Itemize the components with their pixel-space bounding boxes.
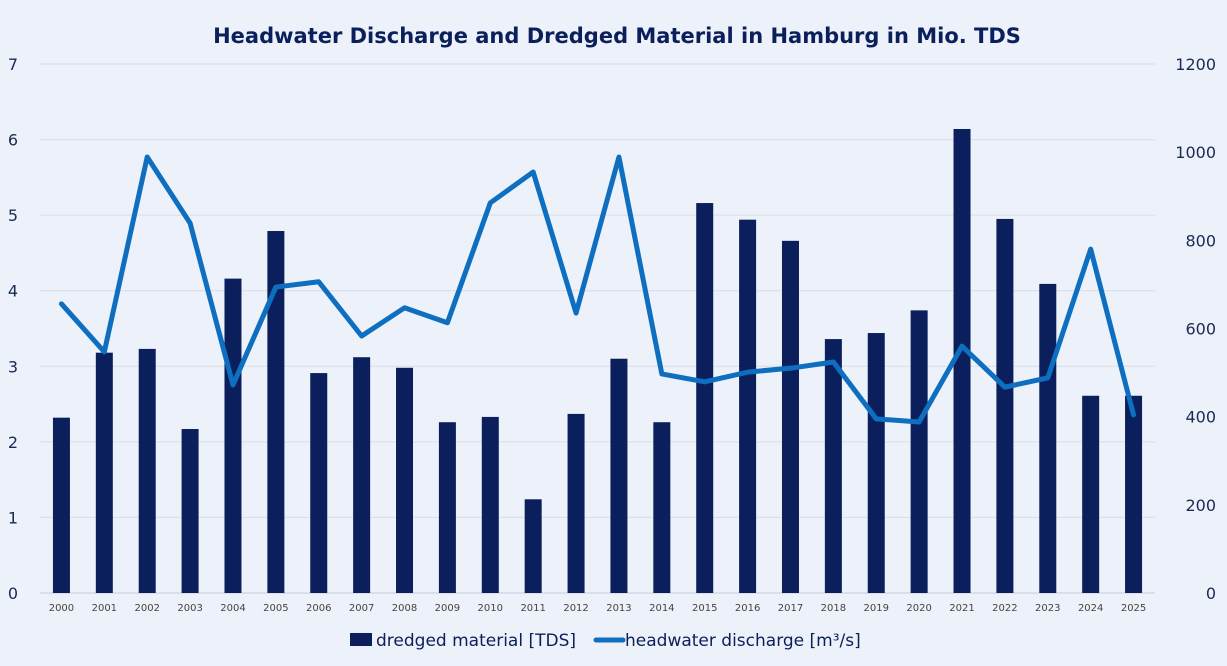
bar bbox=[996, 218, 1014, 593]
x-tick-label: 2024 bbox=[1078, 603, 1103, 614]
bar bbox=[567, 413, 585, 593]
bar bbox=[824, 339, 842, 593]
bar bbox=[524, 499, 542, 593]
chart-title: Headwater Discharge and Dredged Material… bbox=[213, 24, 1021, 48]
discharge-line bbox=[58, 154, 1137, 425]
x-tick-label: 2004 bbox=[220, 603, 245, 614]
y-left-tick-label: 2 bbox=[8, 433, 18, 452]
bar bbox=[953, 128, 971, 593]
x-tick-label: 2010 bbox=[478, 603, 503, 614]
y-right-tick-label: 600 bbox=[1185, 320, 1216, 339]
x-tick-label: 2009 bbox=[435, 603, 460, 614]
x-tick-label: 2018 bbox=[821, 603, 846, 614]
bar bbox=[396, 367, 414, 593]
y-left-tick-label: 7 bbox=[8, 55, 18, 74]
x-tick-label: 2013 bbox=[606, 603, 631, 614]
y-left-tick-label: 0 bbox=[8, 584, 18, 603]
x-tick-label: 2005 bbox=[263, 603, 288, 614]
x-tick-label: 2014 bbox=[649, 603, 674, 614]
y-right-tick-label: 200 bbox=[1185, 496, 1216, 515]
legend-label-dredged: dredged material [TDS] bbox=[376, 631, 576, 651]
x-tick-label: 2020 bbox=[906, 603, 931, 614]
x-tick-label: 2000 bbox=[49, 603, 74, 614]
x-tick-label: 2003 bbox=[177, 603, 202, 614]
x-tick-label: 2025 bbox=[1121, 603, 1146, 614]
y-left-tick-label: 3 bbox=[8, 357, 18, 376]
bar bbox=[910, 310, 928, 593]
y-left-tick-label: 1 bbox=[8, 508, 18, 527]
bar bbox=[438, 422, 456, 593]
x-tick-label: 2007 bbox=[349, 603, 374, 614]
x-tick-label: 2021 bbox=[949, 603, 974, 614]
legend: dredged material [TDS] headwater dischar… bbox=[350, 631, 861, 651]
y-left-tick-label: 6 bbox=[8, 131, 18, 150]
bar bbox=[1039, 283, 1057, 593]
y-right-tick-label: 400 bbox=[1185, 408, 1216, 427]
y-right-tick-label: 0 bbox=[1206, 584, 1216, 603]
bar bbox=[353, 357, 371, 593]
bar bbox=[52, 417, 70, 593]
y-left-tick-label: 4 bbox=[8, 282, 18, 301]
y-right-tick-label: 1000 bbox=[1175, 143, 1216, 162]
x-tick-label: 2001 bbox=[92, 603, 117, 614]
bar bbox=[267, 231, 285, 593]
bar bbox=[1125, 395, 1143, 593]
x-tick-label: 2022 bbox=[992, 603, 1017, 614]
x-tick-label: 2016 bbox=[735, 603, 760, 614]
x-tick-label: 2019 bbox=[864, 603, 889, 614]
x-tick-label: 2023 bbox=[1035, 603, 1060, 614]
bar bbox=[310, 373, 328, 593]
bar bbox=[781, 240, 799, 593]
legend-swatch-bar bbox=[350, 633, 372, 646]
bar bbox=[95, 352, 113, 593]
x-tick-label: 2008 bbox=[392, 603, 417, 614]
bar bbox=[653, 422, 671, 593]
bar bbox=[610, 358, 628, 593]
y-right-tick-label: 1200 bbox=[1175, 55, 1216, 74]
y-right-tick-label: 800 bbox=[1185, 231, 1216, 250]
legend-label-discharge: headwater discharge [m³/s] bbox=[625, 631, 861, 651]
x-tick-label: 2002 bbox=[134, 603, 159, 614]
x-tick-label: 2006 bbox=[306, 603, 331, 614]
x-tick-label: 2017 bbox=[778, 603, 803, 614]
bar bbox=[138, 348, 156, 593]
bar bbox=[481, 416, 499, 593]
bar bbox=[696, 203, 714, 593]
bar bbox=[181, 429, 199, 593]
x-tick-label: 2012 bbox=[563, 603, 588, 614]
x-tick-label: 2015 bbox=[692, 603, 717, 614]
bar bbox=[739, 219, 757, 594]
bar bbox=[1082, 395, 1100, 593]
y-left-tick-label: 5 bbox=[8, 206, 18, 225]
bar bbox=[224, 278, 242, 593]
bar bbox=[867, 333, 885, 593]
x-tick-label: 2011 bbox=[520, 603, 545, 614]
